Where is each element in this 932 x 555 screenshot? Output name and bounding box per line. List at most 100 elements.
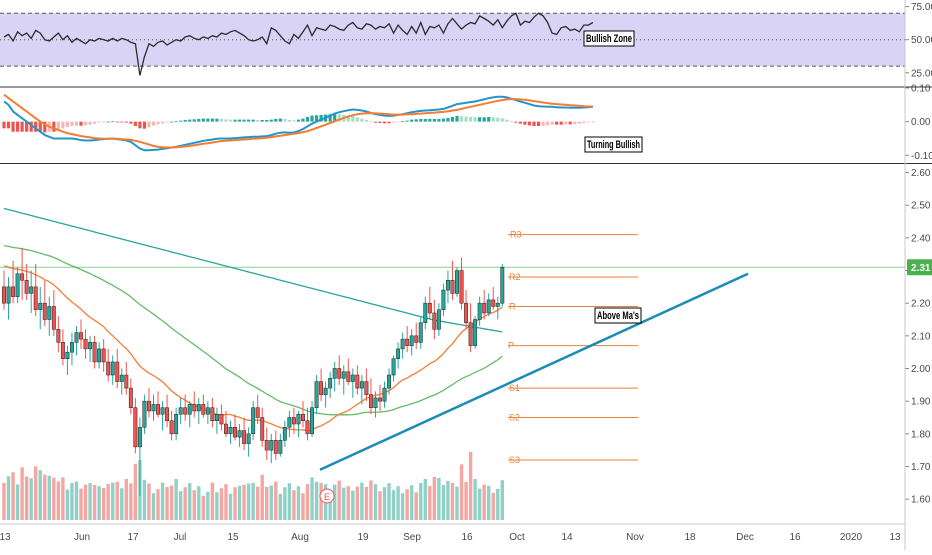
- turning-bullish-annotation: Turning Bullish: [584, 136, 643, 153]
- volume-bar: [129, 483, 133, 520]
- date-tick-label: Jun: [74, 532, 90, 543]
- volume-bar: [215, 492, 219, 520]
- candle-body: [224, 423, 228, 435]
- macd-histogram-bar: [179, 120, 183, 122]
- candle-body: [128, 387, 133, 408]
- candle-body: [260, 417, 265, 441]
- macd-histogram-bar: [527, 121, 532, 126]
- volume-bar: [106, 484, 110, 520]
- volume-bar: [206, 491, 210, 520]
- macd-histogram-bar: [120, 121, 124, 123]
- candle-body: [119, 374, 124, 382]
- date-tick-label: Oct: [509, 532, 525, 543]
- volume-bar: [2, 482, 6, 520]
- volume-bar: [437, 478, 441, 520]
- date-tick-label: Nov: [626, 532, 644, 543]
- macd-histogram-bar: [29, 121, 33, 132]
- volume-bar: [251, 482, 255, 520]
- volume-bar: [382, 487, 387, 520]
- candle-body: [142, 400, 147, 428]
- macd-histogram-bar: [160, 121, 165, 124]
- macd-histogram-bar: [468, 116, 473, 122]
- macd-histogram-bar: [396, 121, 400, 123]
- volume-bar: [301, 493, 305, 520]
- annotation-label: Above Ma's: [597, 310, 639, 322]
- macd-histogram-bar: [52, 121, 56, 132]
- pivot-label: S1: [509, 383, 520, 393]
- earnings-event-marker[interactable]: E: [319, 488, 335, 504]
- macd-histogram-bar: [591, 121, 595, 123]
- volume-bar: [296, 486, 301, 520]
- candle-body: [468, 322, 473, 346]
- macd-histogram-bar: [201, 118, 205, 122]
- volume-bar: [491, 492, 495, 520]
- macd-histogram-bar: [478, 117, 482, 122]
- bullish-zone-annotation: Bullish Zone: [583, 30, 635, 47]
- event-circle[interactable]: [319, 488, 335, 504]
- price-tag-box: [907, 259, 932, 276]
- candle-body: [305, 420, 310, 435]
- candle-body: [445, 280, 450, 291]
- candle-body: [341, 371, 346, 379]
- volume-bar: [97, 486, 101, 520]
- macd-histogram-bar: [387, 121, 391, 124]
- volume-bar: [88, 483, 92, 520]
- macd-histogram-bar: [124, 121, 128, 123]
- macd-histogram-bar: [518, 121, 523, 124]
- annotation-label: Bullish Zone: [586, 33, 632, 45]
- macd-histogram-bar: [523, 121, 527, 125]
- candle-body: [187, 404, 192, 415]
- date-axis[interactable]: 13 Jun 17 Jul 15 Aug 19 Sep 16 Oct 14 Nov 18 Dec 16 202…: [0, 523, 905, 543]
- volume-bar: [391, 490, 396, 520]
- macd-histogram-bar: [129, 121, 133, 124]
- price-axis[interactable]: 75.00 50.00 25.00 0.10 0.00 -0.10 2.60 2.50 2.40…: [905, 2, 932, 506]
- macd-histogram-bar: [210, 118, 214, 122]
- macd-histogram-bar: [328, 114, 332, 122]
- candle-body: [455, 270, 459, 294]
- macd-histogram-bar: [165, 121, 169, 123]
- volume-bar: [355, 486, 360, 520]
- macd-histogram-bar: [419, 118, 423, 122]
- above-mas-annotation: Above Ma's: [594, 307, 642, 324]
- volume-bar: [6, 476, 11, 520]
- price-tick-label: 2.00: [911, 364, 931, 375]
- date-tick-label: 18: [684, 532, 696, 543]
- volume-bar: [432, 476, 437, 520]
- candle-body: [33, 286, 38, 310]
- trendline[interactable]: [319, 272, 749, 471]
- volume-bar: [92, 485, 97, 520]
- candle-body: [373, 397, 378, 408]
- macd-tick-label: 0.00: [911, 117, 931, 128]
- volume-bar: [396, 486, 400, 520]
- candle-body: [423, 302, 428, 324]
- annotation-box: [583, 30, 635, 47]
- macd-histogram-bar: [61, 121, 65, 129]
- candle-body: [210, 407, 215, 422]
- volume-bar: [482, 484, 486, 520]
- volume-bar: [459, 464, 464, 520]
- macd-histogram-bar: [555, 121, 559, 125]
- volume-bar: [79, 488, 83, 520]
- volume-bar: [224, 484, 228, 520]
- candle-body: [346, 371, 351, 382]
- pivot-label: R2: [509, 272, 521, 282]
- candle-body: [491, 299, 496, 307]
- macd-histogram-bar: [274, 118, 278, 122]
- macd-histogram-bar: [111, 121, 115, 123]
- macd-histogram-bar: [56, 121, 60, 131]
- candle-body: [83, 338, 88, 350]
- volume-bar: [165, 487, 169, 520]
- volume-bar: [473, 479, 477, 520]
- candle-body: [242, 430, 247, 444]
- macd-histogram-bar: [183, 119, 187, 122]
- macd-histogram-bar: [437, 118, 441, 122]
- rsi-tick-label: 25.00: [911, 68, 932, 79]
- macd-histogram-bar: [532, 121, 536, 127]
- date-tick-label: 16: [461, 532, 473, 543]
- candle-body: [88, 342, 93, 350]
- macd-histogram-bar: [170, 121, 174, 123]
- macd-histogram-bar: [464, 116, 468, 122]
- volume-bar: [265, 487, 269, 520]
- candle-body: [314, 381, 319, 408]
